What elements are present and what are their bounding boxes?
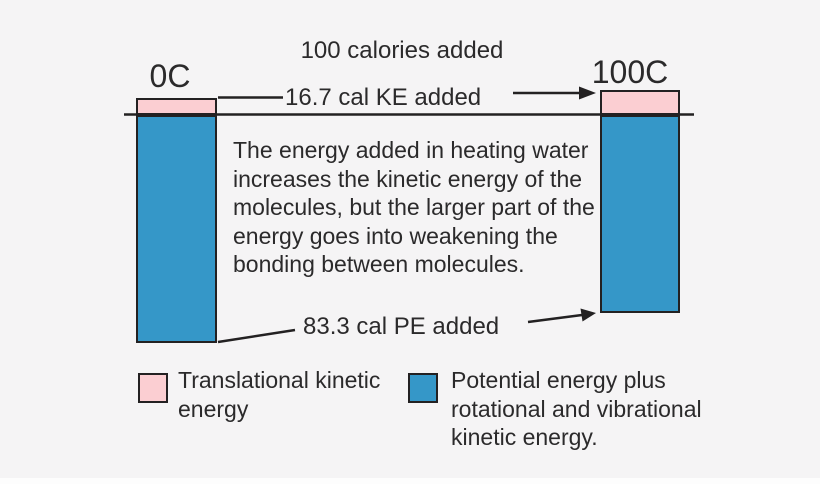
explanatory-note: The energy added in heating water increa… bbox=[233, 136, 595, 279]
ke-added-label: 16.7 cal KE added bbox=[285, 84, 482, 111]
legend-line: Potential energy plus bbox=[451, 367, 666, 393]
total-calories-caption: 100 calories added bbox=[300, 37, 504, 64]
legend-line: rotational and vibrational bbox=[451, 395, 702, 422]
bottom-margin-strip bbox=[0, 478, 820, 484]
pe-leader-line bbox=[217, 328, 296, 344]
pe-added-label: 83.3 cal PE added bbox=[303, 313, 500, 340]
right-bar-translational-ke-segment bbox=[600, 90, 680, 115]
legend-line: Translational kinetic bbox=[178, 367, 381, 393]
legend-line: kinetic energy. bbox=[451, 424, 598, 450]
left-bar-translational-ke-segment bbox=[136, 98, 217, 115]
legend-line: energy bbox=[178, 395, 249, 422]
note-line: The energy added in heating water bbox=[233, 137, 589, 163]
right-bar-temperature-label: 100C bbox=[591, 54, 669, 90]
note-line: molecules, but the larger part of the bbox=[233, 194, 595, 220]
right-bar-potential-energy-segment bbox=[600, 115, 680, 313]
potential-energy-swatch bbox=[408, 373, 438, 403]
potential-energy-legend-label: Potential energy plus rotational and vib… bbox=[451, 366, 702, 452]
note-line: energy goes into weakening the bbox=[233, 222, 558, 249]
translational-ke-legend-label: Translational kinetic energy bbox=[178, 366, 380, 423]
pe-arrow-icon bbox=[527, 308, 596, 324]
note-line: bonding between molecules. bbox=[233, 251, 525, 277]
left-bar-potential-energy-segment bbox=[136, 115, 217, 343]
note-line: increases the kinetic energy of the bbox=[233, 165, 583, 192]
left-bar-temperature-label: 0C bbox=[149, 58, 191, 94]
translational-ke-swatch bbox=[138, 373, 168, 403]
